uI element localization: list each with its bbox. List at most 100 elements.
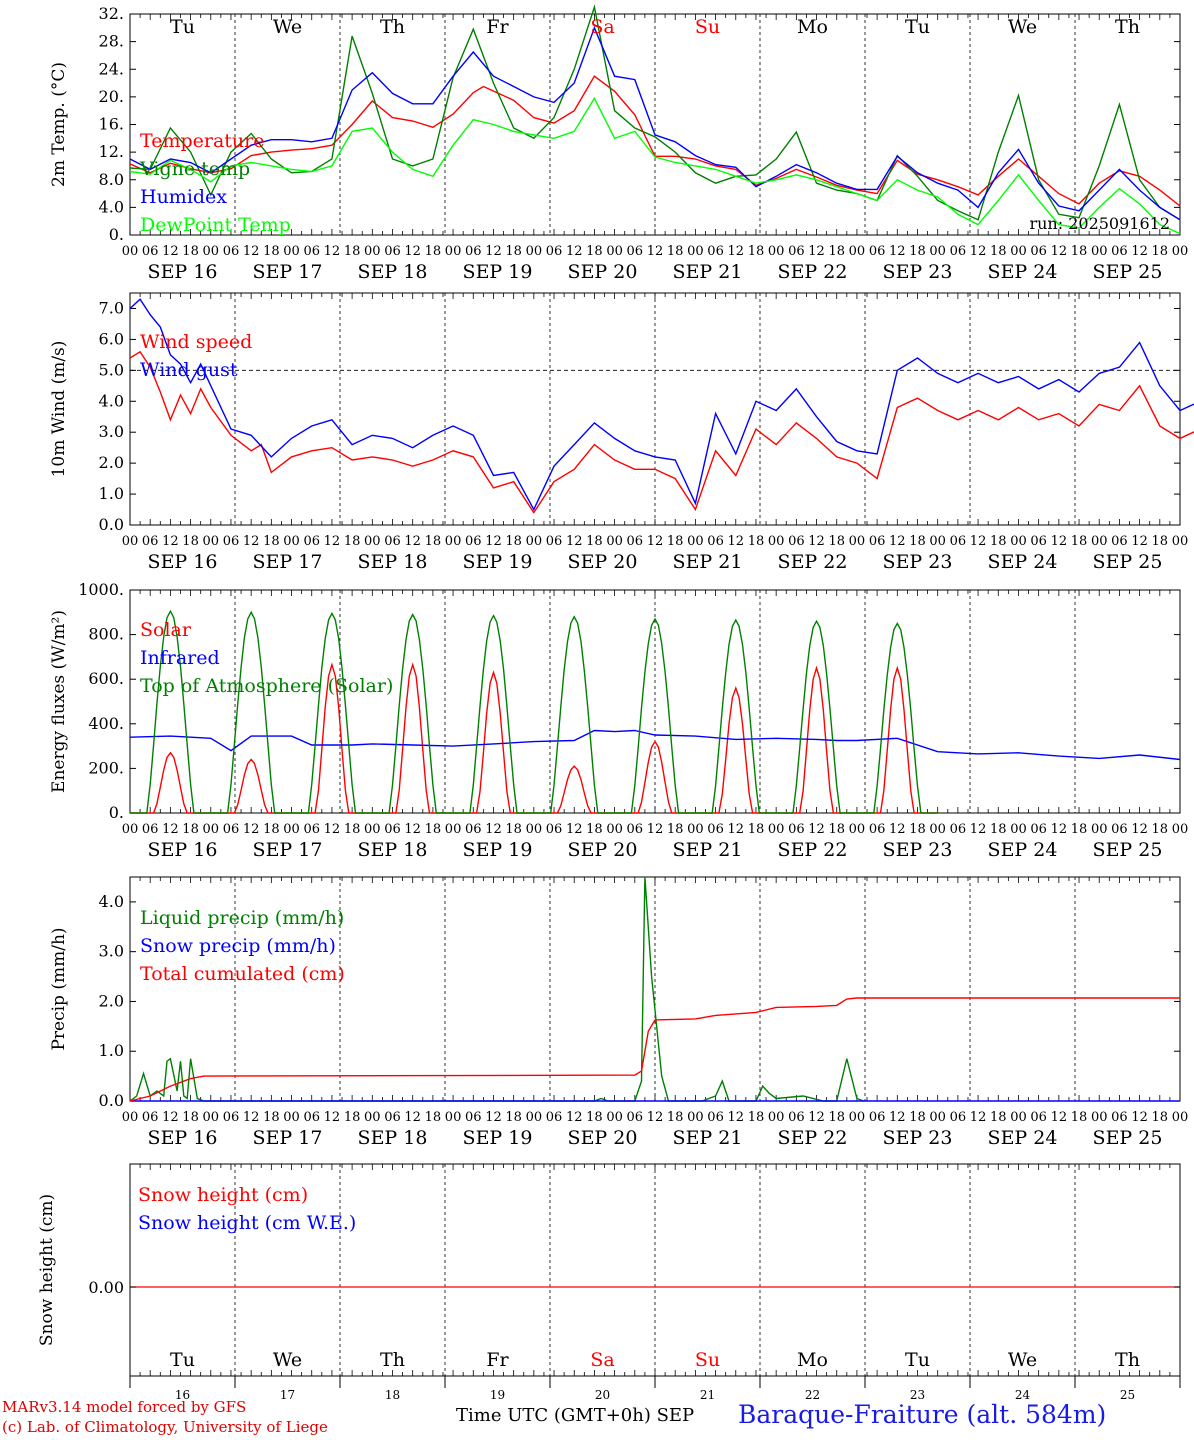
hour-tick-label: 18 bbox=[586, 244, 603, 259]
date-label: SEP 23 bbox=[883, 1127, 953, 1149]
date-label: SEP 20 bbox=[568, 261, 638, 283]
hour-tick-label: 06 bbox=[707, 1110, 724, 1125]
hour-tick-label: 00 bbox=[768, 822, 785, 837]
copyright-credit: (c) Lab. of Climatology, University of L… bbox=[2, 1418, 328, 1436]
y-axis-label: 10m Wind (m/s) bbox=[49, 341, 69, 478]
day-name: Sa bbox=[590, 1349, 614, 1371]
hour-tick-label: 12 bbox=[970, 822, 987, 837]
legend-entry: Snow height (cm W.E.) bbox=[138, 1212, 356, 1234]
hour-tick-label: 18 bbox=[909, 1110, 926, 1125]
hour-tick-label: 00 bbox=[929, 534, 946, 549]
series-line-liquid-precip-mm-h- bbox=[129, 876, 864, 1102]
hour-tick-label: 18 bbox=[182, 822, 199, 837]
hour-tick-label: 06 bbox=[788, 822, 805, 837]
hour-tick-label: 00 bbox=[929, 1110, 946, 1125]
y-tick-label: 800. bbox=[88, 625, 124, 644]
hour-tick-label: 00 bbox=[202, 244, 219, 259]
day-number: 25 bbox=[1120, 1388, 1135, 1402]
hour-tick-label: 00 bbox=[283, 244, 300, 259]
hour-tick-label: 12 bbox=[485, 1110, 502, 1125]
day-name: Fr bbox=[486, 16, 509, 38]
hour-tick-label: 06 bbox=[223, 244, 240, 259]
hour-tick-label: 18 bbox=[505, 1110, 522, 1125]
y-tick-label: 3.0 bbox=[99, 942, 124, 961]
date-label: SEP 19 bbox=[463, 839, 533, 861]
hour-tick-label: 12 bbox=[727, 1110, 744, 1125]
series-line-dewpoint-temp bbox=[129, 96, 1181, 235]
date-label: SEP 18 bbox=[358, 551, 428, 573]
hour-tick-label: 00 bbox=[283, 822, 300, 837]
hour-tick-label: 18 bbox=[425, 244, 442, 259]
y-tick-label: 20. bbox=[99, 87, 124, 106]
day-name: Tu bbox=[905, 1349, 930, 1371]
date-label: SEP 23 bbox=[883, 551, 953, 573]
day-name: We bbox=[1008, 16, 1037, 38]
date-label: SEP 20 bbox=[568, 839, 638, 861]
hour-tick-label: 00 bbox=[283, 534, 300, 549]
hour-tick-label: 06 bbox=[950, 534, 967, 549]
day-name: Su bbox=[695, 1349, 720, 1371]
hour-tick-label: 06 bbox=[384, 244, 401, 259]
hour-tick-label: 12 bbox=[404, 1110, 421, 1125]
series-line-wind-gust bbox=[129, 298, 1194, 512]
hour-tick-label: 12 bbox=[485, 244, 502, 259]
hour-tick-label: 06 bbox=[546, 244, 563, 259]
day-number: 23 bbox=[910, 1388, 925, 1402]
hour-tick-label: 06 bbox=[223, 822, 240, 837]
y-tick-label: 400. bbox=[88, 714, 124, 733]
legend-entry: Snow height (cm) bbox=[138, 1184, 308, 1206]
hour-tick-label: 18 bbox=[828, 1110, 845, 1125]
date-label: SEP 19 bbox=[463, 1127, 533, 1149]
day-name: We bbox=[273, 1349, 302, 1371]
hour-tick-label: 00 bbox=[1091, 534, 1108, 549]
hour-tick-label: 06 bbox=[1111, 244, 1128, 259]
hour-tick-label: 00 bbox=[202, 1110, 219, 1125]
date-label: SEP 22 bbox=[778, 551, 848, 573]
hour-tick-label: 12 bbox=[727, 244, 744, 259]
hour-tick-label: 00 bbox=[1010, 244, 1027, 259]
hour-tick-label: 00 bbox=[687, 244, 704, 259]
hour-tick-label: 12 bbox=[727, 822, 744, 837]
hour-tick-label: 00 bbox=[606, 534, 623, 549]
hour-tick-label: 12 bbox=[162, 244, 179, 259]
date-label: SEP 24 bbox=[988, 839, 1058, 861]
y-tick-label: 12. bbox=[99, 142, 124, 161]
hour-tick-label: 06 bbox=[223, 1110, 240, 1125]
hour-tick-label: 06 bbox=[142, 534, 159, 549]
day-name: Mo bbox=[797, 16, 828, 38]
hour-tick-label: 18 bbox=[505, 822, 522, 837]
y-tick-label: 5.0 bbox=[99, 360, 124, 379]
y-tick-label: 28. bbox=[99, 32, 124, 51]
hour-tick-label: 12 bbox=[404, 822, 421, 837]
hour-tick-label: 06 bbox=[384, 822, 401, 837]
hour-tick-label: 06 bbox=[465, 1110, 482, 1125]
hour-tick-label: 12 bbox=[566, 1110, 583, 1125]
hour-tick-label: 18 bbox=[263, 244, 280, 259]
y-tick-label: 0.0 bbox=[99, 1091, 124, 1110]
legend-entry: Solar bbox=[140, 619, 192, 641]
y-tick-label: 2.0 bbox=[99, 453, 124, 472]
day-number: 21 bbox=[700, 1388, 715, 1402]
hour-tick-label: 12 bbox=[970, 244, 987, 259]
date-label: SEP 25 bbox=[1093, 261, 1163, 283]
legend-entry: Snow precip (mm/h) bbox=[140, 935, 336, 957]
hour-tick-label: 18 bbox=[748, 1110, 765, 1125]
hour-tick-label: 12 bbox=[162, 534, 179, 549]
hour-tick-label: 00 bbox=[122, 1110, 139, 1125]
hour-tick-label: 18 bbox=[263, 822, 280, 837]
hour-tick-label: 18 bbox=[667, 822, 684, 837]
hour-tick-label: 18 bbox=[425, 1110, 442, 1125]
hour-tick-label: 12 bbox=[889, 244, 906, 259]
hour-tick-label: 00 bbox=[1091, 1110, 1108, 1125]
date-label: SEP 18 bbox=[358, 261, 428, 283]
series-line-total-cumulated-cm- bbox=[129, 997, 1180, 1102]
hour-tick-label: 00 bbox=[1172, 1110, 1189, 1125]
hour-tick-label: 18 bbox=[667, 534, 684, 549]
day-number: 18 bbox=[385, 1388, 400, 1402]
hour-tick-label: 00 bbox=[1091, 244, 1108, 259]
hour-tick-label: 12 bbox=[1051, 822, 1068, 837]
date-label: SEP 25 bbox=[1093, 839, 1163, 861]
hour-tick-label: 00 bbox=[202, 822, 219, 837]
hour-tick-label: 06 bbox=[303, 1110, 320, 1125]
